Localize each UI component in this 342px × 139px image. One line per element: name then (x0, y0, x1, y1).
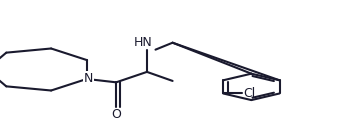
Text: N: N (84, 72, 93, 85)
Text: HN: HN (133, 36, 152, 49)
Text: Cl: Cl (243, 87, 255, 100)
Text: O: O (111, 108, 121, 121)
